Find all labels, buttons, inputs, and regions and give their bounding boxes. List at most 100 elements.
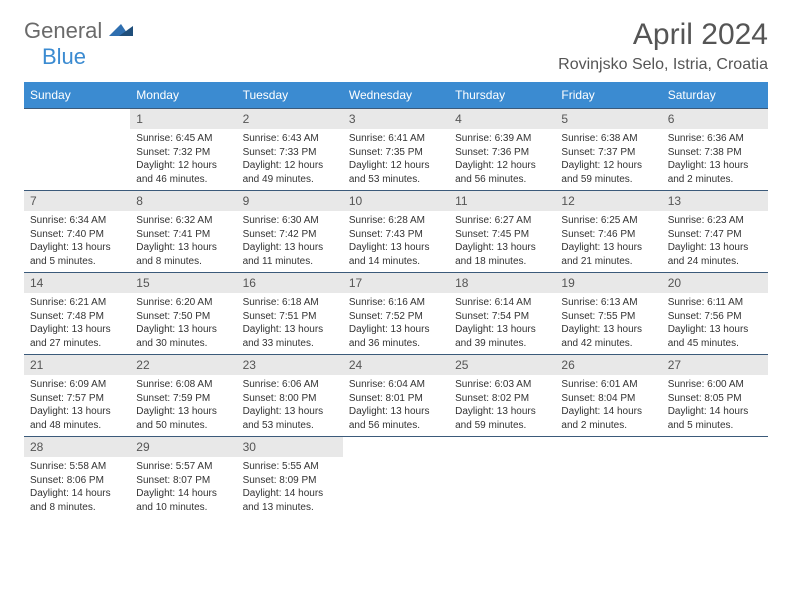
calendar-row: 1Sunrise: 6:45 AMSunset: 7:32 PMDaylight… — [24, 108, 768, 190]
sunset-text: Sunset: 7:35 PM — [349, 146, 443, 160]
sunset-text: Sunset: 7:45 PM — [455, 228, 549, 242]
sunset-text: Sunset: 7:43 PM — [349, 228, 443, 242]
logo-blue: Blue — [42, 44, 86, 69]
sunset-text: Sunset: 7:33 PM — [243, 146, 337, 160]
sunrise-text: Sunrise: 6:04 AM — [349, 378, 443, 392]
sunset-text: Sunset: 8:01 PM — [349, 392, 443, 406]
day-details: Sunrise: 6:36 AMSunset: 7:38 PMDaylight:… — [662, 129, 768, 190]
sunset-text: Sunset: 8:09 PM — [243, 474, 337, 488]
day-number: 6 — [662, 108, 768, 129]
day-details: Sunrise: 6:13 AMSunset: 7:55 PMDaylight:… — [555, 293, 661, 354]
day-details: Sunrise: 6:38 AMSunset: 7:37 PMDaylight:… — [555, 129, 661, 190]
sunset-text: Sunset: 7:47 PM — [668, 228, 762, 242]
calendar-cell: 5Sunrise: 6:38 AMSunset: 7:37 PMDaylight… — [555, 108, 661, 190]
calendar-cell: 19Sunrise: 6:13 AMSunset: 7:55 PMDayligh… — [555, 272, 661, 354]
calendar-cell: 28Sunrise: 5:58 AMSunset: 8:06 PMDayligh… — [24, 436, 130, 518]
day-details: Sunrise: 6:09 AMSunset: 7:57 PMDaylight:… — [24, 375, 130, 436]
sunrise-text: Sunrise: 6:34 AM — [30, 214, 124, 228]
day-number: 2 — [237, 108, 343, 129]
day-number: 30 — [237, 436, 343, 457]
sunset-text: Sunset: 8:00 PM — [243, 392, 337, 406]
day-number: 22 — [130, 354, 236, 375]
day-details: Sunrise: 6:34 AMSunset: 7:40 PMDaylight:… — [24, 211, 130, 272]
daylight-text: Daylight: 13 hours and 30 minutes. — [136, 323, 230, 350]
sunrise-text: Sunrise: 6:20 AM — [136, 296, 230, 310]
sunrise-text: Sunrise: 6:06 AM — [243, 378, 337, 392]
day-details: Sunrise: 6:30 AMSunset: 7:42 PMDaylight:… — [237, 211, 343, 272]
calendar-cell: 3Sunrise: 6:41 AMSunset: 7:35 PMDaylight… — [343, 108, 449, 190]
daylight-text: Daylight: 13 hours and 24 minutes. — [668, 241, 762, 268]
calendar-cell: 18Sunrise: 6:14 AMSunset: 7:54 PMDayligh… — [449, 272, 555, 354]
sunrise-text: Sunrise: 6:38 AM — [561, 132, 655, 146]
sunrise-text: Sunrise: 6:11 AM — [668, 296, 762, 310]
calendar-cell: 17Sunrise: 6:16 AMSunset: 7:52 PMDayligh… — [343, 272, 449, 354]
sunrise-text: Sunrise: 6:28 AM — [349, 214, 443, 228]
calendar-cell: 12Sunrise: 6:25 AMSunset: 7:46 PMDayligh… — [555, 190, 661, 272]
page-title: April 2024 — [558, 18, 768, 52]
calendar-cell — [24, 108, 130, 190]
sunset-text: Sunset: 7:55 PM — [561, 310, 655, 324]
daylight-text: Daylight: 13 hours and 18 minutes. — [455, 241, 549, 268]
day-number: 18 — [449, 272, 555, 293]
calendar-cell: 7Sunrise: 6:34 AMSunset: 7:40 PMDaylight… — [24, 190, 130, 272]
sunset-text: Sunset: 7:41 PM — [136, 228, 230, 242]
calendar-cell: 29Sunrise: 5:57 AMSunset: 8:07 PMDayligh… — [130, 436, 236, 518]
day-details: Sunrise: 5:58 AMSunset: 8:06 PMDaylight:… — [24, 457, 130, 518]
location-text: Rovinjsko Selo, Istria, Croatia — [558, 56, 768, 74]
daylight-text: Daylight: 12 hours and 49 minutes. — [243, 159, 337, 186]
calendar-cell: 24Sunrise: 6:04 AMSunset: 8:01 PMDayligh… — [343, 354, 449, 436]
calendar-cell: 22Sunrise: 6:08 AMSunset: 7:59 PMDayligh… — [130, 354, 236, 436]
sunset-text: Sunset: 7:40 PM — [30, 228, 124, 242]
daylight-text: Daylight: 14 hours and 8 minutes. — [30, 487, 124, 514]
calendar-cell: 21Sunrise: 6:09 AMSunset: 7:57 PMDayligh… — [24, 354, 130, 436]
calendar-cell: 30 Sunrise: 5:55 AMSunset: 8:09 PMDayligh… — [237, 436, 343, 518]
day-number: 26 — [555, 354, 661, 375]
calendar-row: 28Sunrise: 5:58 AMSunset: 8:06 PMDayligh… — [24, 436, 768, 518]
day-details: Sunrise: 6:28 AMSunset: 7:43 PMDaylight:… — [343, 211, 449, 272]
calendar-cell: 20Sunrise: 6:11 AMSunset: 7:56 PMDayligh… — [662, 272, 768, 354]
daylight-text: Daylight: 13 hours and 53 minutes. — [243, 405, 337, 432]
day-details: Sunrise: 6:03 AMSunset: 8:02 PMDaylight:… — [449, 375, 555, 436]
sunrise-text: Sunrise: 6:36 AM — [668, 132, 762, 146]
calendar-cell: 2Sunrise: 6:43 AMSunset: 7:33 PMDaylight… — [237, 108, 343, 190]
day-number: 8 — [130, 190, 236, 211]
day-details: Sunrise: 6:04 AMSunset: 8:01 PMDaylight:… — [343, 375, 449, 436]
daylight-text: Daylight: 13 hours and 21 minutes. — [561, 241, 655, 268]
daylight-text: Daylight: 13 hours and 45 minutes. — [668, 323, 762, 350]
daylight-text: Daylight: 13 hours and 42 minutes. — [561, 323, 655, 350]
day-number: 5 — [555, 108, 661, 129]
calendar-cell: 16Sunrise: 6:18 AMSunset: 7:51 PMDayligh… — [237, 272, 343, 354]
daylight-text: Daylight: 14 hours and 13 minutes. — [243, 487, 337, 514]
sunrise-text: Sunrise: 6:18 AM — [243, 296, 337, 310]
daylight-text: Daylight: 13 hours and 27 minutes. — [30, 323, 124, 350]
day-number: 17 — [343, 272, 449, 293]
logo: General Blue — [24, 18, 133, 70]
day-number: 9 — [237, 190, 343, 211]
daylight-text: Daylight: 13 hours and 48 minutes. — [30, 405, 124, 432]
day-number: 24 — [343, 354, 449, 375]
sunset-text: Sunset: 7:46 PM — [561, 228, 655, 242]
calendar-cell: 25Sunrise: 6:03 AMSunset: 8:02 PMDayligh… — [449, 354, 555, 436]
day-details: Sunrise: 6:00 AMSunset: 8:05 PMDaylight:… — [662, 375, 768, 436]
calendar-cell: 8Sunrise: 6:32 AMSunset: 7:41 PMDaylight… — [130, 190, 236, 272]
sunrise-text: Sunrise: 5:55 AM — [243, 460, 337, 474]
day-details: Sunrise: 6:21 AMSunset: 7:48 PMDaylight:… — [24, 293, 130, 354]
sunrise-text: Sunrise: 6:16 AM — [349, 296, 443, 310]
calendar-cell: 1Sunrise: 6:45 AMSunset: 7:32 PMDaylight… — [130, 108, 236, 190]
calendar-cell: 6Sunrise: 6:36 AMSunset: 7:38 PMDaylight… — [662, 108, 768, 190]
day-number: 16 — [237, 272, 343, 293]
day-details: Sunrise: 6:25 AMSunset: 7:46 PMDaylight:… — [555, 211, 661, 272]
sunset-text: Sunset: 8:06 PM — [30, 474, 124, 488]
day-number: 21 — [24, 354, 130, 375]
sunset-text: Sunset: 7:32 PM — [136, 146, 230, 160]
day-details: Sunrise: 6:23 AMSunset: 7:47 PMDaylight:… — [662, 211, 768, 272]
sunset-text: Sunset: 7:52 PM — [349, 310, 443, 324]
calendar-cell: 15Sunrise: 6:20 AMSunset: 7:50 PMDayligh… — [130, 272, 236, 354]
calendar-row: 21Sunrise: 6:09 AMSunset: 7:57 PMDayligh… — [24, 354, 768, 436]
calendar-cell: 27Sunrise: 6:00 AMSunset: 8:05 PMDayligh… — [662, 354, 768, 436]
day-number: 28 — [24, 436, 130, 457]
day-number: 4 — [449, 108, 555, 129]
day-number: 7 — [24, 190, 130, 211]
day-details: Sunrise: 6:20 AMSunset: 7:50 PMDaylight:… — [130, 293, 236, 354]
sunset-text: Sunset: 7:37 PM — [561, 146, 655, 160]
